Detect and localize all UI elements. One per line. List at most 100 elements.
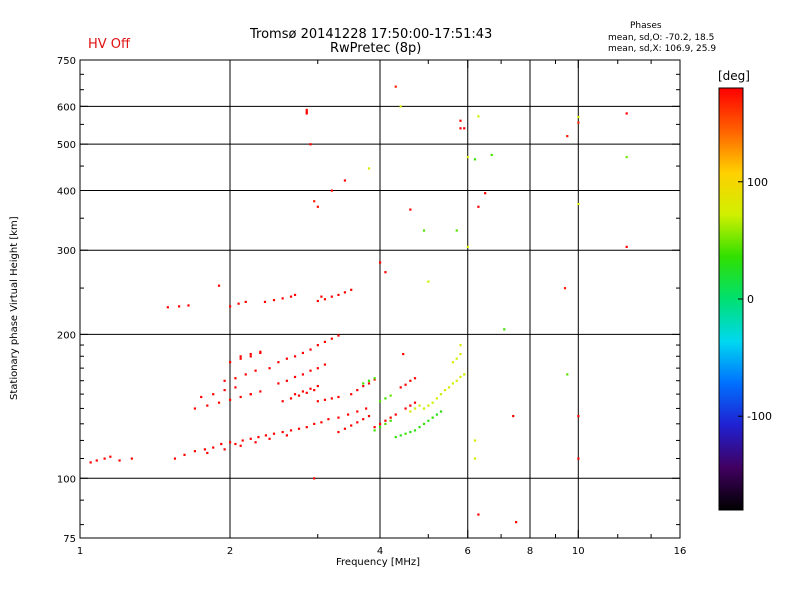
data-point	[254, 369, 257, 372]
data-point	[427, 280, 430, 283]
x-axis-label: Frequency [MHz]	[336, 557, 421, 568]
data-point	[350, 424, 353, 427]
data-point	[229, 305, 232, 308]
data-point	[477, 205, 480, 208]
data-point	[515, 521, 518, 524]
data-point	[323, 398, 327, 401]
data-point	[473, 158, 477, 161]
data-point	[309, 387, 312, 390]
data-point	[217, 401, 221, 404]
data-point	[309, 143, 312, 146]
data-point	[394, 413, 397, 416]
data-point	[384, 271, 387, 274]
colorbar-tick-label: 100	[747, 176, 768, 189]
data-point	[234, 377, 237, 380]
data-point	[130, 457, 133, 460]
data-point	[422, 422, 426, 426]
data-point	[389, 416, 392, 419]
data-point	[277, 382, 280, 385]
data-point	[337, 395, 340, 399]
data-point	[389, 394, 392, 397]
data-point	[259, 390, 262, 393]
data-point	[206, 404, 209, 407]
data-point	[459, 119, 462, 122]
data-point	[418, 404, 421, 407]
data-point	[316, 205, 319, 208]
colorbar-unit-label: [deg]	[718, 69, 750, 83]
data-point	[484, 192, 487, 195]
data-point	[323, 363, 327, 366]
data-point	[281, 297, 284, 300]
data-point	[223, 448, 226, 451]
data-point	[459, 127, 462, 130]
data-point	[217, 284, 221, 287]
data-point	[313, 388, 316, 392]
data-point	[281, 400, 284, 403]
data-point	[418, 426, 421, 429]
data-point	[367, 379, 371, 382]
phases-heading: Phases	[630, 21, 662, 31]
data-point	[297, 427, 301, 430]
data-point	[272, 299, 276, 302]
y-tick-label: 400	[57, 186, 76, 197]
data-point	[365, 407, 368, 410]
data-point	[350, 288, 353, 291]
data-point	[173, 457, 177, 460]
data-point	[305, 110, 308, 113]
data-point	[166, 306, 169, 309]
data-point	[356, 421, 359, 424]
data-point	[220, 442, 223, 446]
data-point	[451, 382, 455, 385]
data-point	[316, 384, 319, 388]
data-point	[399, 386, 402, 389]
data-point	[367, 167, 371, 170]
y-tick-label: 100	[57, 474, 76, 485]
data-point	[239, 395, 242, 399]
colorbar: 100 0 -100	[718, 87, 772, 511]
data-point	[427, 419, 430, 422]
data-point	[223, 379, 226, 382]
x-tick-label: 4	[377, 546, 383, 557]
data-point	[577, 202, 580, 206]
data-point	[316, 367, 319, 370]
data-point	[285, 434, 288, 437]
data-point	[305, 108, 308, 112]
data-point	[203, 448, 206, 451]
data-point	[249, 352, 252, 356]
hv-status: HV Off	[88, 37, 130, 52]
data-point	[477, 513, 480, 516]
data-point	[402, 352, 405, 356]
x-tick-label: 16	[674, 546, 687, 557]
data-point	[237, 302, 240, 305]
data-point	[503, 328, 506, 331]
data-point	[373, 426, 376, 429]
data-point	[409, 430, 412, 434]
data-point	[200, 395, 203, 399]
data-point	[463, 127, 466, 130]
data-point	[239, 357, 242, 360]
data-point	[490, 153, 493, 157]
data-point	[512, 414, 515, 418]
data-point	[305, 426, 308, 429]
data-point	[330, 189, 333, 192]
data-point	[254, 441, 257, 444]
data-point	[316, 400, 319, 403]
data-point	[309, 369, 312, 372]
data-point	[264, 434, 268, 437]
data-point	[356, 410, 359, 413]
data-point	[103, 457, 106, 460]
data-point	[447, 386, 451, 389]
data-point	[330, 397, 333, 400]
data-point	[241, 439, 244, 442]
x-tick-label: 10	[572, 546, 585, 557]
data-point	[431, 401, 434, 404]
colorbar-tick-label: -100	[747, 410, 772, 423]
data-point	[362, 382, 365, 385]
data-point	[463, 373, 466, 376]
chart-subtitle: RwPretec (8p)	[330, 41, 422, 56]
data-point	[379, 422, 382, 426]
y-tick-label: 500	[57, 140, 76, 151]
data-point	[443, 388, 447, 392]
data-point	[384, 397, 387, 400]
data-point	[343, 291, 347, 294]
